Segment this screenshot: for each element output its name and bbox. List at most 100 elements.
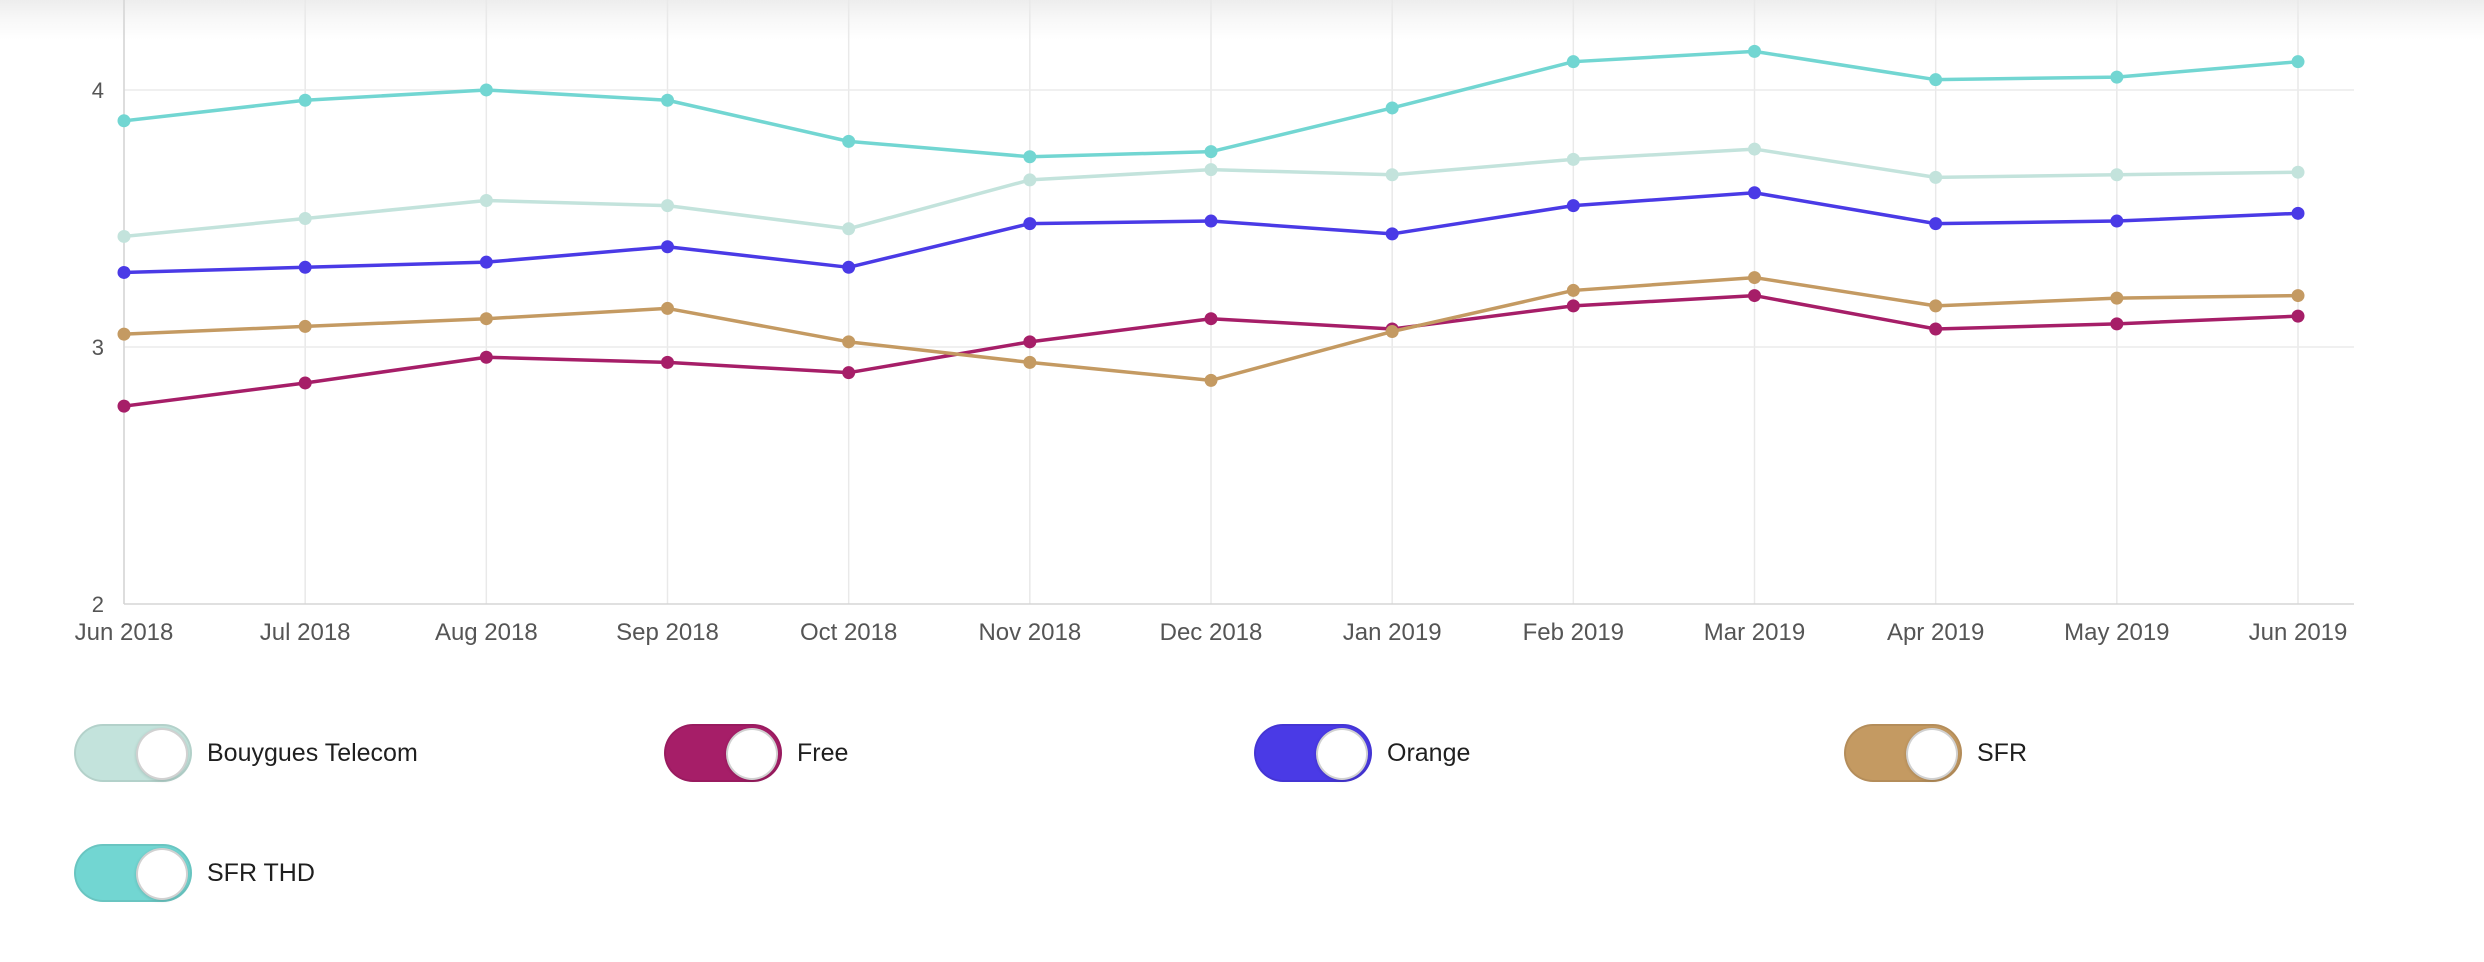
x-tick-label: Jan 2019 bbox=[1343, 619, 1442, 646]
data-point bbox=[1023, 217, 1037, 231]
data-point bbox=[2110, 291, 2124, 305]
data-point bbox=[479, 193, 493, 207]
data-point bbox=[2110, 317, 2124, 331]
series-free bbox=[117, 289, 2305, 413]
data-point bbox=[1566, 299, 1580, 313]
toggle-switch[interactable] bbox=[74, 724, 192, 782]
data-point bbox=[661, 240, 674, 254]
data-point bbox=[2291, 55, 2305, 69]
legend-item-bouygues-telecom[interactable]: Bouygues Telecom bbox=[74, 724, 418, 782]
toggle-knob bbox=[136, 728, 188, 780]
x-tick-label: Mar 2019 bbox=[1704, 619, 1805, 646]
data-point bbox=[479, 312, 493, 326]
data-point bbox=[298, 93, 312, 107]
series-sfr bbox=[117, 271, 2305, 387]
data-point bbox=[298, 260, 312, 274]
y-tick-label: 3 bbox=[92, 335, 104, 360]
data-point bbox=[1023, 173, 1037, 187]
x-tick-label: Oct 2018 bbox=[800, 619, 897, 646]
toggle-switch[interactable] bbox=[1844, 724, 1962, 782]
data-point bbox=[2291, 309, 2305, 323]
data-point bbox=[1929, 170, 1943, 184]
data-point bbox=[1929, 322, 1943, 336]
data-point bbox=[661, 93, 674, 107]
data-point bbox=[1385, 325, 1399, 339]
data-point bbox=[842, 134, 856, 148]
data-point bbox=[842, 222, 856, 236]
chart-ticks: 2 3 4 Jun 2018 Jul 2018 Aug 2018 Sep 2018 Oct 2… bbox=[75, 78, 2348, 646]
data-point bbox=[661, 199, 674, 213]
legend-item-sfr-thd[interactable]: SFR THD bbox=[74, 844, 315, 902]
data-point bbox=[117, 399, 131, 413]
x-tick-label: Jun 2019 bbox=[2249, 619, 2348, 646]
data-point bbox=[1204, 312, 1218, 326]
data-point bbox=[1204, 145, 1218, 159]
chart-axes bbox=[123, 0, 2354, 605]
data-point bbox=[1929, 299, 1943, 313]
x-tick-label: Nov 2018 bbox=[978, 619, 1081, 646]
data-point bbox=[298, 319, 312, 333]
data-point bbox=[2110, 70, 2124, 84]
data-point bbox=[1204, 163, 1218, 177]
data-point bbox=[2291, 206, 2305, 220]
data-point bbox=[298, 376, 312, 390]
legend-label: Orange bbox=[1387, 738, 1471, 767]
toggle-switch[interactable] bbox=[1254, 724, 1372, 782]
data-point bbox=[1929, 217, 1943, 231]
x-tick-label: Jul 2018 bbox=[260, 619, 351, 646]
data-point bbox=[1204, 214, 1218, 228]
data-point bbox=[1748, 271, 1761, 285]
legend-item-sfr[interactable]: SFR bbox=[1844, 724, 2027, 782]
toggle-knob bbox=[726, 728, 778, 780]
data-point bbox=[2110, 214, 2124, 228]
series-bouygues-telecom bbox=[117, 142, 2305, 243]
legend: Bouygues Telecom Free Orange SFR SFR THD bbox=[0, 700, 2484, 962]
data-point bbox=[1023, 150, 1037, 164]
data-point bbox=[117, 265, 131, 279]
data-point bbox=[661, 355, 674, 369]
data-point bbox=[1929, 73, 1943, 87]
data-point bbox=[842, 366, 856, 380]
data-point bbox=[117, 327, 131, 341]
data-point bbox=[842, 260, 856, 274]
x-tick-label: Dec 2018 bbox=[1160, 619, 1263, 646]
legend-item-orange[interactable]: Orange bbox=[1254, 724, 1470, 782]
x-tick-label: Apr 2019 bbox=[1887, 619, 1984, 646]
legend-item-free[interactable]: Free bbox=[664, 724, 848, 782]
data-point bbox=[2291, 289, 2305, 303]
data-point bbox=[1023, 355, 1037, 369]
x-tick-label: May 2019 bbox=[2064, 619, 2169, 646]
chart-series bbox=[117, 44, 2305, 413]
legend-label: Free bbox=[797, 738, 849, 767]
legend-label: Bouygues Telecom bbox=[207, 738, 418, 767]
data-point bbox=[479, 350, 493, 364]
toggle-switch[interactable] bbox=[664, 724, 782, 782]
data-point bbox=[1566, 199, 1580, 213]
series-sfr-thd bbox=[117, 44, 2305, 164]
toggle-knob bbox=[1316, 728, 1368, 780]
data-point bbox=[1566, 283, 1580, 297]
x-tick-label: Sep 2018 bbox=[616, 619, 719, 646]
data-point bbox=[842, 335, 856, 349]
data-point bbox=[2291, 165, 2305, 179]
data-point bbox=[1566, 55, 1580, 69]
data-point bbox=[1023, 335, 1037, 349]
y-tick-label: 4 bbox=[92, 78, 104, 103]
data-point bbox=[1385, 101, 1399, 115]
data-point bbox=[2110, 168, 2124, 182]
toggle-switch[interactable] bbox=[74, 844, 192, 902]
data-point bbox=[1748, 142, 1761, 156]
data-point bbox=[661, 301, 674, 315]
y-tick-label: 2 bbox=[92, 592, 104, 617]
line-chart: 2 3 4 Jun 2018 Jul 2018 Aug 2018 Sep 2018 Oct 2… bbox=[75, 0, 2354, 646]
legend-label: SFR bbox=[1977, 738, 2027, 767]
x-tick-label: Feb 2019 bbox=[1523, 619, 1624, 646]
data-point bbox=[479, 83, 493, 97]
data-point bbox=[1748, 289, 1761, 303]
data-point bbox=[117, 229, 131, 243]
data-point bbox=[117, 114, 131, 128]
x-tick-label: Aug 2018 bbox=[435, 619, 538, 646]
series-orange bbox=[117, 186, 2305, 279]
data-point bbox=[1748, 186, 1761, 200]
toggle-knob bbox=[136, 848, 188, 900]
